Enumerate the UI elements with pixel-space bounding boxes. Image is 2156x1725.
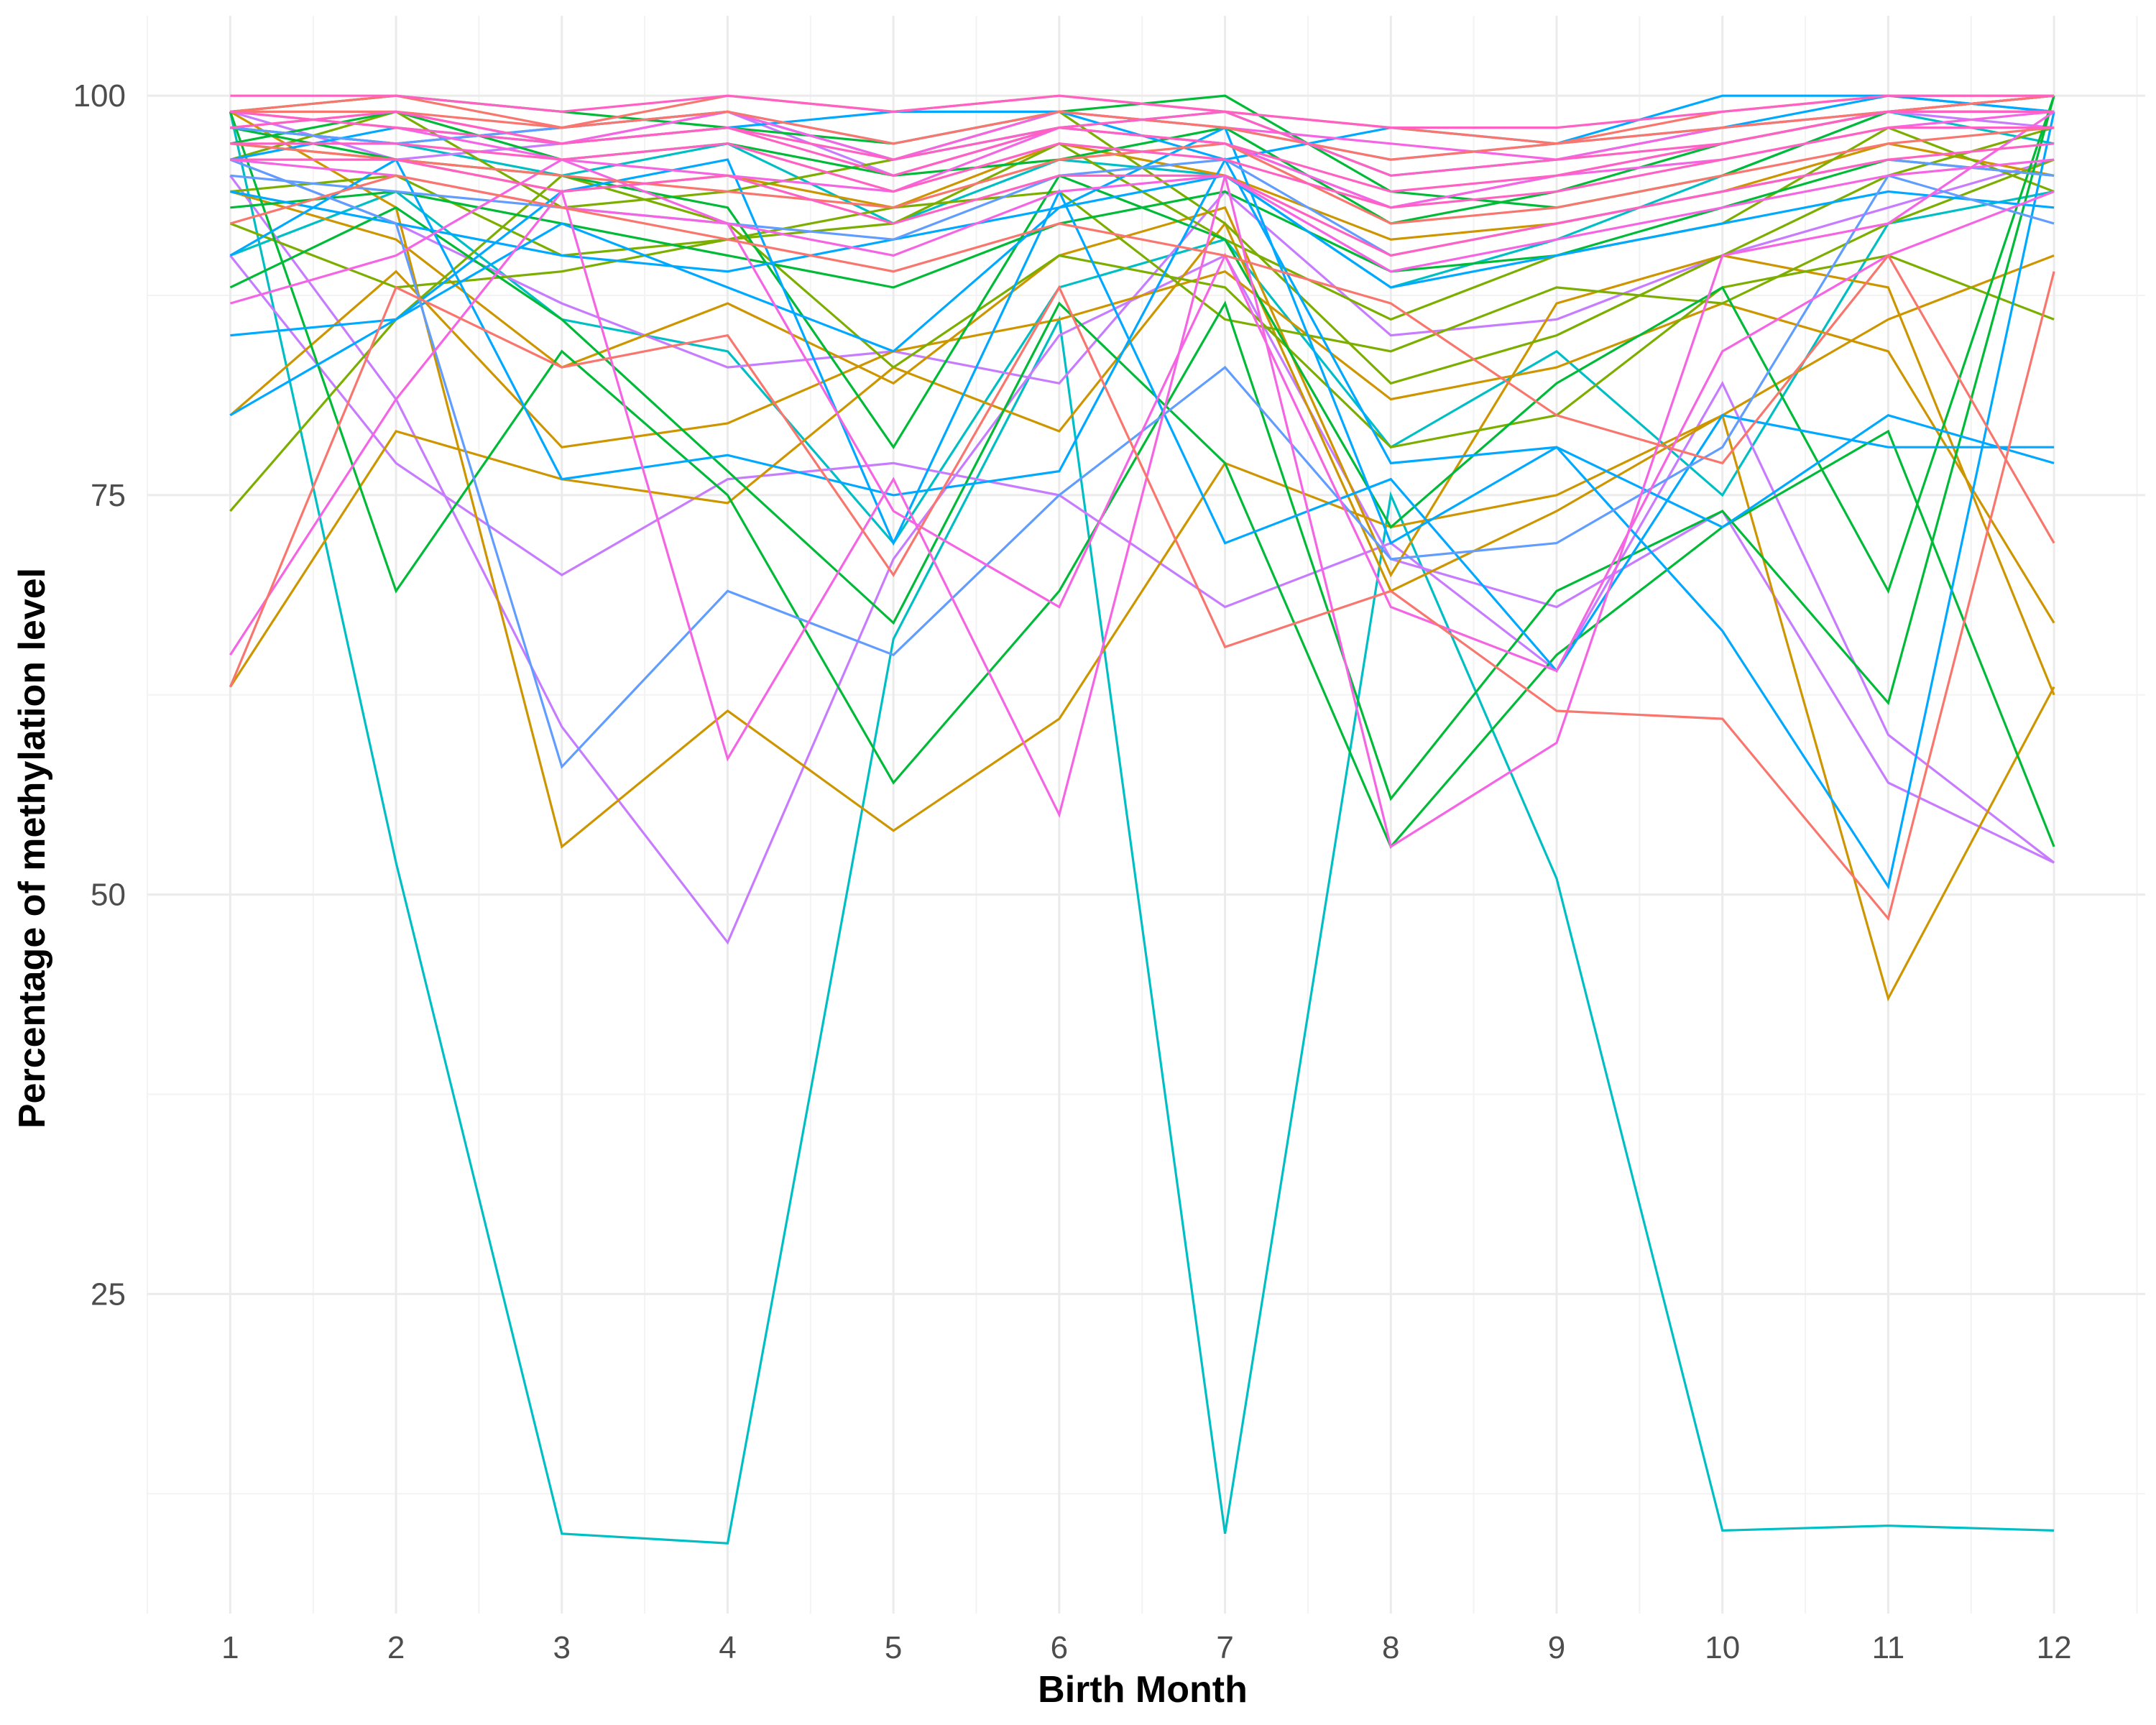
series-line-5 [229,254,2055,864]
x-tick-label: 6 [1051,1630,1068,1665]
series-line-24 [230,158,2055,673]
series-line-32 [229,111,2055,849]
series-line-19 [229,206,2055,849]
series-line-33 [229,158,2055,673]
series-line-1 [229,111,2055,1545]
grid-layer [147,16,2145,1614]
x-tick-label: 11 [1872,1630,1905,1665]
series-line-10 [229,270,2055,624]
series-line-6 [229,158,2055,385]
x-tick-label: 7 [1216,1630,1233,1665]
series-line-23 [229,111,2055,890]
x-axis-title: Birth Month [1038,1669,1248,1711]
series-line-46 [230,142,2055,257]
series-line-37 [229,271,2055,921]
series-line-22 [230,158,2055,289]
series-line-12 [229,190,2055,696]
y-axis-title: Percentage of methylation level [11,568,53,1128]
series-line-3 [229,190,2055,546]
series-line-38 [229,174,2055,544]
y-tick-label: 100 [73,78,126,114]
x-tick-label: 12 [2037,1630,2072,1665]
x-tick-label: 1 [221,1630,239,1665]
series-line-42 [230,94,2055,129]
x-tick-label: 8 [1382,1630,1399,1665]
x-tick-label: 5 [885,1630,902,1665]
series-line-15 [229,158,2055,353]
series-layer [229,94,2055,1545]
series-line-28 [230,174,2055,289]
x-tick-label: 9 [1548,1630,1565,1665]
y-tick-label: 25 [91,1276,126,1312]
series-line-9 [229,221,2055,1002]
series-line-8 [229,111,2055,849]
series-line-44 [230,126,2055,209]
series-line-17 [229,95,2055,801]
x-tick-label: 10 [1705,1630,1740,1665]
y-tick-label: 75 [91,478,126,513]
series-line-13 [229,174,2055,512]
x-tick-label: 2 [387,1630,405,1665]
x-tick-label: 4 [719,1630,736,1665]
series-line-45 [230,110,2055,193]
y-tick-label: 50 [91,878,126,913]
x-tick-label: 3 [553,1630,571,1665]
